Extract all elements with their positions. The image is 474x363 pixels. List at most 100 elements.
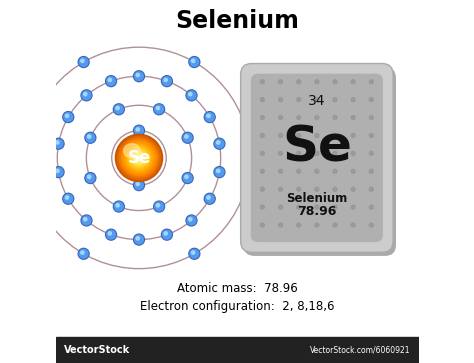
Circle shape — [369, 115, 374, 119]
Ellipse shape — [124, 144, 140, 158]
Circle shape — [315, 134, 319, 138]
Circle shape — [333, 169, 337, 173]
Circle shape — [164, 78, 167, 82]
Circle shape — [297, 151, 301, 155]
Circle shape — [53, 167, 64, 178]
Text: Electron configuration:  2, 8,18,6: Electron configuration: 2, 8,18,6 — [140, 300, 334, 313]
Text: Selenium: Selenium — [286, 192, 347, 205]
Circle shape — [86, 174, 95, 182]
Circle shape — [156, 106, 160, 110]
Circle shape — [315, 169, 319, 173]
Circle shape — [134, 234, 145, 245]
Circle shape — [78, 248, 89, 259]
Circle shape — [187, 216, 196, 225]
Ellipse shape — [127, 146, 151, 170]
Circle shape — [182, 172, 193, 183]
Circle shape — [54, 139, 63, 148]
Circle shape — [185, 175, 188, 179]
Circle shape — [81, 251, 84, 254]
Ellipse shape — [125, 144, 153, 172]
Circle shape — [187, 91, 196, 100]
Circle shape — [83, 93, 87, 96]
Circle shape — [369, 98, 374, 102]
Circle shape — [279, 169, 283, 173]
Ellipse shape — [115, 134, 163, 182]
Circle shape — [333, 187, 337, 191]
Circle shape — [189, 57, 200, 68]
Circle shape — [162, 76, 173, 87]
Circle shape — [116, 204, 119, 207]
Circle shape — [106, 229, 117, 240]
Circle shape — [113, 201, 124, 212]
Circle shape — [204, 112, 215, 123]
Circle shape — [82, 216, 91, 225]
Circle shape — [189, 93, 192, 96]
Bar — [55, 337, 419, 363]
Circle shape — [215, 168, 224, 176]
Circle shape — [86, 134, 95, 142]
FancyBboxPatch shape — [244, 67, 396, 256]
Circle shape — [182, 132, 193, 143]
Circle shape — [53, 138, 64, 149]
Circle shape — [279, 205, 283, 209]
Ellipse shape — [119, 138, 159, 178]
Circle shape — [135, 72, 143, 81]
Ellipse shape — [135, 154, 143, 162]
Circle shape — [315, 187, 319, 191]
Circle shape — [189, 217, 192, 221]
Text: 78.96: 78.96 — [297, 205, 337, 218]
Circle shape — [135, 235, 143, 244]
Circle shape — [315, 223, 319, 227]
Circle shape — [260, 223, 264, 227]
Circle shape — [135, 126, 143, 135]
Circle shape — [351, 223, 355, 227]
Circle shape — [163, 230, 171, 239]
Circle shape — [297, 115, 301, 119]
Circle shape — [162, 229, 173, 240]
Text: VectorStock.com/6060921: VectorStock.com/6060921 — [310, 346, 410, 354]
Circle shape — [260, 79, 264, 84]
Circle shape — [247, 155, 250, 158]
Circle shape — [88, 135, 91, 138]
Circle shape — [79, 249, 88, 258]
Circle shape — [207, 114, 210, 118]
Circle shape — [260, 115, 264, 119]
Circle shape — [108, 78, 111, 82]
Circle shape — [55, 169, 59, 172]
Circle shape — [369, 134, 374, 138]
Circle shape — [54, 168, 63, 176]
Ellipse shape — [131, 150, 147, 166]
Circle shape — [63, 111, 73, 122]
Circle shape — [333, 115, 337, 119]
Circle shape — [279, 223, 283, 227]
Circle shape — [65, 196, 69, 199]
Ellipse shape — [133, 152, 145, 164]
Circle shape — [204, 193, 215, 204]
Circle shape — [297, 98, 301, 102]
Circle shape — [315, 205, 319, 209]
Circle shape — [55, 141, 59, 144]
Circle shape — [81, 59, 84, 62]
Circle shape — [107, 77, 115, 86]
Circle shape — [369, 79, 374, 84]
Circle shape — [297, 187, 301, 191]
Circle shape — [333, 98, 337, 102]
Circle shape — [333, 223, 337, 227]
Circle shape — [88, 175, 91, 179]
Circle shape — [215, 139, 224, 148]
Circle shape — [333, 205, 337, 209]
Ellipse shape — [123, 142, 155, 174]
Circle shape — [23, 152, 34, 163]
Circle shape — [191, 251, 195, 254]
FancyBboxPatch shape — [251, 74, 383, 242]
Circle shape — [191, 59, 195, 62]
Circle shape — [369, 187, 374, 191]
Circle shape — [78, 57, 89, 68]
Circle shape — [134, 71, 145, 82]
Circle shape — [163, 77, 171, 86]
Circle shape — [106, 76, 117, 87]
Circle shape — [190, 58, 199, 66]
Circle shape — [369, 205, 374, 209]
Circle shape — [64, 194, 73, 203]
Circle shape — [260, 134, 264, 138]
